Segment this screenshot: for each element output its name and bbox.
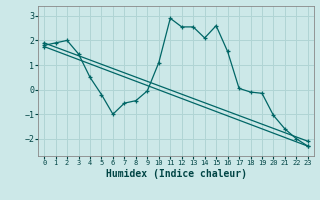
- X-axis label: Humidex (Indice chaleur): Humidex (Indice chaleur): [106, 169, 246, 179]
